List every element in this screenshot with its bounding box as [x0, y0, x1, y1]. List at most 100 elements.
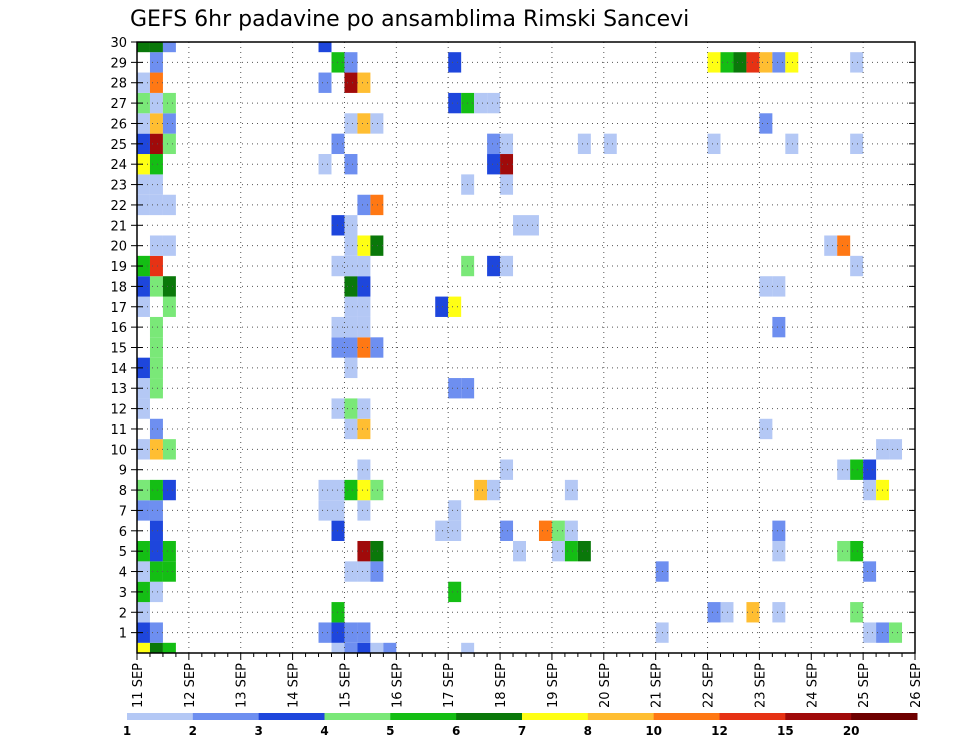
heatmap-cell: [318, 154, 332, 175]
heatmap-cell: [889, 439, 903, 460]
x-tick-label: 11 SEP: [131, 663, 146, 708]
heatmap-cell: [850, 52, 864, 73]
heatmap-cell: [149, 316, 163, 338]
y-tick-label: 20: [110, 240, 127, 255]
heatmap-cell: [551, 540, 565, 562]
y-tick-label: 4: [119, 566, 127, 581]
heatmap-cell: [137, 581, 150, 603]
y-tick-label: 26: [110, 117, 127, 132]
heatmap-cell: [357, 479, 371, 501]
heatmap-cell: [149, 194, 163, 216]
heatmap-cell: [149, 235, 163, 256]
heatmap-cell: [435, 520, 449, 541]
heatmap-cell: [850, 540, 864, 562]
heatmap-cell: [863, 561, 877, 582]
heatmap-cell: [149, 92, 163, 114]
heatmap-cell: [149, 479, 163, 501]
colorbar-label: 1: [123, 724, 131, 738]
heatmap-cell: [137, 602, 150, 623]
heatmap-cell: [357, 276, 371, 297]
heatmap-cell: [772, 276, 786, 297]
heatmap-cell: [370, 235, 384, 256]
heatmap-cell: [344, 622, 358, 643]
heatmap-cell: [149, 378, 163, 399]
x-tick-label: 19 SEP: [546, 663, 561, 708]
colorbar-label: 3: [254, 724, 262, 738]
heatmap-cell: [487, 133, 501, 155]
heatmap-cell: [500, 154, 514, 175]
heatmap-cell: [863, 622, 877, 643]
y-tick-label: 11: [110, 423, 127, 438]
heatmap-cell: [344, 296, 358, 317]
heatmap-cell: [137, 42, 150, 53]
colorbar-swatch: [851, 713, 918, 720]
heatmap-cell: [487, 92, 501, 114]
heatmap-cell: [500, 133, 514, 155]
heatmap-cell: [513, 540, 526, 562]
heatmap-cell: [162, 113, 176, 134]
heatmap-cell: [162, 479, 176, 501]
heatmap-cell: [344, 215, 358, 236]
heatmap-cell: [162, 276, 176, 297]
heatmap-cell: [357, 337, 371, 358]
heatmap-cell: [551, 520, 565, 541]
x-tick-label: 16 SEP: [390, 663, 405, 708]
heatmap-cell: [357, 459, 371, 480]
heatmap-cell: [863, 459, 877, 480]
heatmap-cell: [344, 642, 358, 653]
heatmap-cell: [137, 540, 150, 562]
heatmap-cell: [344, 316, 358, 338]
heatmap-cell: [162, 642, 176, 653]
heatmap-cell: [772, 602, 786, 623]
heatmap-cell: [149, 540, 163, 562]
heatmap-cell: [137, 255, 150, 277]
heatmap-cell: [759, 276, 773, 297]
y-tick-label: 29: [110, 56, 127, 71]
heatmap-cell: [500, 174, 514, 195]
heatmap-cell: [318, 500, 332, 521]
heatmap-cell: [577, 540, 591, 562]
y-tick-label: 13: [110, 382, 127, 397]
heatmap-cell: [149, 357, 163, 379]
heatmap-cell: [435, 296, 449, 317]
heatmap-cell: [318, 479, 332, 501]
colorbar-label: 8: [584, 724, 592, 738]
heatmap-cell: [564, 520, 578, 541]
heatmap-cell: [149, 337, 163, 358]
heatmap-cell: [357, 255, 371, 277]
heatmap-cell: [357, 500, 371, 521]
heatmap-cell: [474, 479, 488, 501]
heatmap-cell: [448, 500, 462, 521]
heatmap-cell: [850, 133, 864, 155]
heatmap-cell: [564, 479, 578, 501]
heatmap-cell: [357, 398, 371, 419]
heatmap-cell: [370, 337, 384, 358]
x-tick-label: 17 SEP: [442, 663, 457, 708]
heatmap-cell: [357, 72, 371, 93]
heatmap-cell: [162, 92, 176, 114]
heatmap-cell: [564, 540, 578, 562]
y-tick-label: 17: [110, 301, 127, 316]
heatmap-cell: [149, 174, 163, 195]
colorbar-label: 15: [777, 724, 794, 738]
x-tick-label: 14 SEP: [287, 663, 302, 708]
heatmap-cell: [344, 561, 358, 582]
colorbar-label: 5: [386, 724, 394, 738]
heatmap-cell: [344, 113, 358, 134]
x-tick-label: 21 SEP: [650, 663, 665, 708]
heatmap-cell: [448, 52, 462, 73]
y-tick-label: 16: [110, 321, 127, 336]
heatmap-cell: [344, 154, 358, 175]
heatmap-cell: [318, 622, 332, 643]
heatmap-cell: [357, 296, 371, 317]
heatmap-cell: [500, 520, 514, 541]
x-tick-label: 23 SEP: [753, 663, 768, 708]
heatmap-cell: [162, 540, 176, 562]
cells-layer: [137, 42, 903, 653]
heatmap-cell: [357, 561, 371, 582]
heatmap-cell: [162, 296, 176, 317]
colorbar-swatch: [127, 713, 194, 720]
heatmap-cell: [357, 622, 371, 643]
y-tick-label: 9: [119, 464, 127, 479]
